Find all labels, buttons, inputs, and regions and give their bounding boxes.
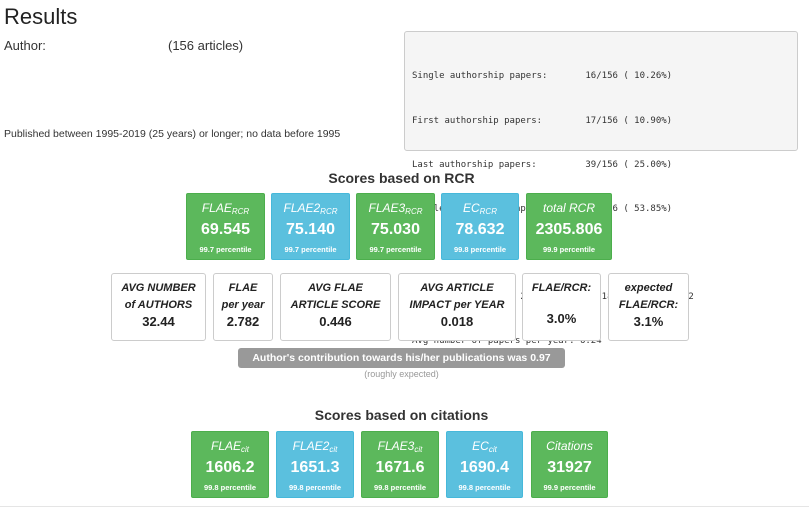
- score-value: 1671.6: [375, 459, 425, 476]
- metric-label: AVG NUMBER of AUTHORS: [121, 282, 196, 311]
- score-label: FLAERCR: [201, 201, 250, 216]
- author-label: Author:: [4, 38, 46, 53]
- score-value: 1651.3: [290, 459, 340, 476]
- score-percentile: 99.9 percentile: [543, 483, 596, 492]
- score-label: total RCR: [542, 201, 595, 215]
- score-percentile: 99.7 percentile: [369, 245, 422, 254]
- score-label: FLAEcit: [210, 439, 249, 454]
- score-label: FLAE2cit: [292, 439, 338, 454]
- metric-label: AVG ARTICLE IMPACT per YEAR: [409, 282, 505, 311]
- contribution-badge: Author's contribution towards his/her pu…: [238, 348, 565, 368]
- score-percentile: 99.8 percentile: [203, 483, 257, 492]
- score-percentile: 99.7 percentile: [284, 245, 337, 254]
- score-value: 2305.806: [535, 221, 603, 238]
- metric-label: FLAE per year: [221, 282, 265, 311]
- score-value: 31927: [547, 459, 592, 476]
- metric-label: expected FLAE/RCR:: [618, 282, 679, 311]
- score-box-flae3-rcr: FLAE3RCR 75.030 99.7 percentile: [356, 193, 435, 260]
- score-label: ECRCR: [462, 201, 497, 216]
- summary-line: First authorship papers: 17/156 ( 10.90%…: [412, 115, 673, 126]
- rcr-section-title: Scores based on RCR: [328, 170, 475, 186]
- metric-label: FLAE/RCR:: [531, 282, 592, 294]
- score-percentile: 99.8 percentile: [373, 483, 427, 492]
- metric-value: 0.018: [440, 314, 474, 329]
- score-percentile: 99.8 percentile: [453, 245, 507, 254]
- metric-value: 3.1%: [633, 314, 664, 329]
- roughly-expected-note: (roughly expected): [364, 369, 439, 379]
- divider: [0, 506, 809, 507]
- metric-value: 2.782: [226, 314, 260, 329]
- metric-value: 3.0%: [546, 311, 577, 326]
- score-box-ec-cit: ECcit 1690.4 99.8 percentile: [446, 431, 523, 498]
- score-percentile: 99.8 percentile: [458, 483, 511, 492]
- score-value: 1606.2: [205, 459, 255, 476]
- score-box-flae-cit: FLAEcit 1606.2 99.8 percentile: [191, 431, 269, 498]
- score-label: FLAE3RCR: [368, 201, 423, 216]
- score-value: 69.545: [201, 221, 250, 238]
- page-title: Results: [4, 4, 78, 29]
- summary-line: Last authorship papers: 39/156 ( 25.00%): [412, 159, 673, 170]
- published-note: Published between 1995-2019 (25 years) o…: [4, 128, 341, 140]
- summary-line: Single authorship papers: 16/156 ( 10.26…: [412, 71, 673, 82]
- metric-expected-flae-rcr: expected FLAE/RCR: 3.1%: [608, 273, 689, 341]
- metric-flae-per-year: FLAE per year 2.782: [213, 273, 273, 341]
- score-box-flae2-rcr: FLAE2RCR 75.140 99.7 percentile: [271, 193, 350, 260]
- score-box-flae-rcr: FLAERCR 69.545 99.7 percentile: [186, 193, 265, 260]
- score-box-flae3-cit: FLAE3cit 1671.6 99.8 percentile: [361, 431, 439, 498]
- score-label: FLAE2RCR: [283, 201, 338, 216]
- metric-flae-rcr: FLAE/RCR: 3.0%: [522, 273, 601, 341]
- score-value: 78.632: [455, 221, 505, 238]
- metric-value: 0.446: [319, 314, 352, 329]
- score-value: 75.030: [371, 221, 420, 238]
- score-percentile: 99.9 percentile: [542, 245, 596, 254]
- metric-avg-authors: AVG NUMBER of AUTHORS 32.44: [111, 273, 206, 341]
- metric-label: AVG FLAE ARTICLE SCORE: [290, 282, 381, 311]
- articles-count: (156 articles): [168, 38, 244, 53]
- score-label: ECcit: [472, 439, 497, 454]
- metric-avg-flae-article-score: AVG FLAE ARTICLE SCORE 0.446: [280, 273, 391, 341]
- score-box-flae2-cit: FLAE2cit 1651.3 99.8 percentile: [276, 431, 354, 498]
- score-value: 1690.4: [460, 459, 509, 476]
- citations-section-title: Scores based on citations: [314, 407, 489, 423]
- score-label: FLAE3cit: [377, 439, 423, 454]
- score-box-total-rcr: total RCR 2305.806 99.9 percentile: [526, 193, 612, 260]
- score-label: Citations: [546, 439, 593, 453]
- metric-avg-article-impact: AVG ARTICLE IMPACT per YEAR 0.018: [398, 273, 516, 341]
- score-box-citations: Citations 31927 99.9 percentile: [531, 431, 608, 498]
- summary-box: Single authorship papers: 16/156 ( 10.26…: [404, 31, 798, 346]
- metric-value: 32.44: [142, 314, 175, 329]
- score-value: 75.140: [286, 221, 335, 238]
- score-box-ec-rcr: ECRCR 78.632 99.8 percentile: [441, 193, 519, 260]
- score-percentile: 99.8 percentile: [288, 483, 342, 492]
- score-percentile: 99.7 percentile: [199, 245, 252, 254]
